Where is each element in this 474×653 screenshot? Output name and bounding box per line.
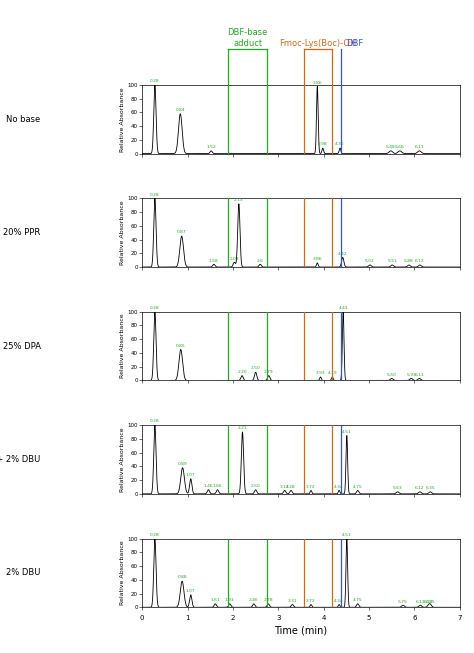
Text: 4.34: 4.34 bbox=[334, 599, 344, 603]
Text: 3.31: 3.31 bbox=[288, 599, 297, 603]
Text: 1.93: 1.93 bbox=[225, 598, 235, 602]
Text: 3.98: 3.98 bbox=[318, 142, 328, 146]
Text: 4.19: 4.19 bbox=[328, 372, 337, 375]
Text: 4.51: 4.51 bbox=[342, 533, 352, 537]
Text: 1.07: 1.07 bbox=[186, 589, 196, 593]
Text: 1.61: 1.61 bbox=[210, 598, 220, 602]
Text: 2.03: 2.03 bbox=[229, 257, 239, 261]
Text: 5.51: 5.51 bbox=[387, 259, 397, 263]
Text: 3.93: 3.93 bbox=[316, 372, 325, 375]
Text: 5.68: 5.68 bbox=[395, 145, 405, 149]
Text: 3.72: 3.72 bbox=[306, 485, 316, 488]
Text: No base: No base bbox=[6, 115, 41, 124]
Text: 0.28: 0.28 bbox=[150, 533, 160, 537]
Text: 0.28: 0.28 bbox=[150, 419, 160, 423]
Text: 6.12: 6.12 bbox=[415, 259, 425, 263]
Text: 1.52: 1.52 bbox=[206, 145, 216, 149]
Text: 4.75: 4.75 bbox=[353, 598, 363, 602]
Text: 3.28: 3.28 bbox=[286, 485, 296, 488]
Y-axis label: Relative Absorbance: Relative Absorbance bbox=[120, 541, 125, 605]
Y-axis label: Relative Absorbance: Relative Absorbance bbox=[120, 87, 125, 151]
Text: 1.46: 1.46 bbox=[204, 484, 213, 488]
Text: 2.79: 2.79 bbox=[264, 370, 273, 374]
Text: 2.21: 2.21 bbox=[237, 426, 247, 430]
Text: 4.51: 4.51 bbox=[342, 430, 352, 434]
Text: 6.11: 6.11 bbox=[415, 145, 424, 149]
Text: 4.34: 4.34 bbox=[334, 485, 344, 488]
Text: 5.75: 5.75 bbox=[398, 599, 408, 603]
X-axis label: Time (min): Time (min) bbox=[274, 625, 328, 635]
Text: 1.58: 1.58 bbox=[209, 259, 219, 263]
Text: 2% DBU: 2% DBU bbox=[6, 568, 41, 577]
Text: 5.50: 5.50 bbox=[387, 373, 397, 377]
Text: 3.86: 3.86 bbox=[312, 80, 322, 84]
Y-axis label: Relative Absorbance: Relative Absorbance bbox=[120, 314, 125, 378]
Text: 5.63: 5.63 bbox=[393, 486, 402, 490]
Text: 4.75: 4.75 bbox=[353, 485, 363, 488]
Text: 0.87: 0.87 bbox=[177, 231, 186, 234]
Text: 2.50: 2.50 bbox=[251, 484, 261, 488]
Text: 6.32: 6.32 bbox=[424, 599, 434, 603]
Text: 4.36: 4.36 bbox=[335, 142, 345, 146]
Text: 2.20: 2.20 bbox=[237, 370, 247, 374]
Text: 4.43: 4.43 bbox=[338, 306, 348, 310]
Text: 6.11: 6.11 bbox=[415, 373, 424, 377]
Text: 20% PPR: 20% PPR bbox=[3, 228, 41, 237]
Text: DBF-base
adduct: DBF-base adduct bbox=[228, 28, 268, 48]
Text: 0.28: 0.28 bbox=[150, 193, 160, 197]
Text: 0.84: 0.84 bbox=[175, 108, 185, 112]
Text: 2.13: 2.13 bbox=[234, 198, 244, 202]
Text: 0.28: 0.28 bbox=[150, 79, 160, 83]
Text: 3.72: 3.72 bbox=[306, 599, 316, 603]
Text: 0.89: 0.89 bbox=[178, 462, 187, 466]
Text: DBF: DBF bbox=[346, 39, 363, 48]
Text: 4.42: 4.42 bbox=[338, 251, 347, 256]
Text: 2.46: 2.46 bbox=[249, 598, 259, 602]
Text: 6.12: 6.12 bbox=[415, 486, 425, 490]
Text: 3.86: 3.86 bbox=[312, 257, 322, 261]
Y-axis label: Relative Absorbance: Relative Absorbance bbox=[120, 427, 125, 492]
Text: 2.6: 2.6 bbox=[257, 259, 264, 263]
Text: 2.50: 2.50 bbox=[251, 366, 261, 370]
Text: 6.35: 6.35 bbox=[426, 486, 435, 490]
Text: 5.93: 5.93 bbox=[406, 373, 416, 377]
Text: 0.88: 0.88 bbox=[177, 575, 187, 579]
Text: 0.85: 0.85 bbox=[176, 344, 186, 348]
Text: 1.66: 1.66 bbox=[213, 484, 222, 488]
Text: 3.14: 3.14 bbox=[280, 485, 290, 488]
Text: 1.07: 1.07 bbox=[186, 473, 196, 477]
Text: 25% DPA: 25% DPA bbox=[2, 342, 41, 351]
Text: 5% PZ + 2% DBU: 5% PZ + 2% DBU bbox=[0, 455, 41, 464]
Text: 5.88: 5.88 bbox=[404, 259, 414, 263]
Text: 2.78: 2.78 bbox=[264, 598, 273, 602]
Text: 5.48: 5.48 bbox=[386, 145, 396, 149]
Text: Fmoc-Lys(Boc)-OH: Fmoc-Lys(Boc)-OH bbox=[279, 39, 357, 48]
Text: 0.28: 0.28 bbox=[150, 306, 160, 310]
Text: 6.35: 6.35 bbox=[426, 599, 435, 603]
Y-axis label: Relative Absorbance: Relative Absorbance bbox=[120, 200, 125, 265]
Text: 6.13: 6.13 bbox=[416, 599, 425, 603]
Text: 5.02: 5.02 bbox=[365, 259, 375, 263]
